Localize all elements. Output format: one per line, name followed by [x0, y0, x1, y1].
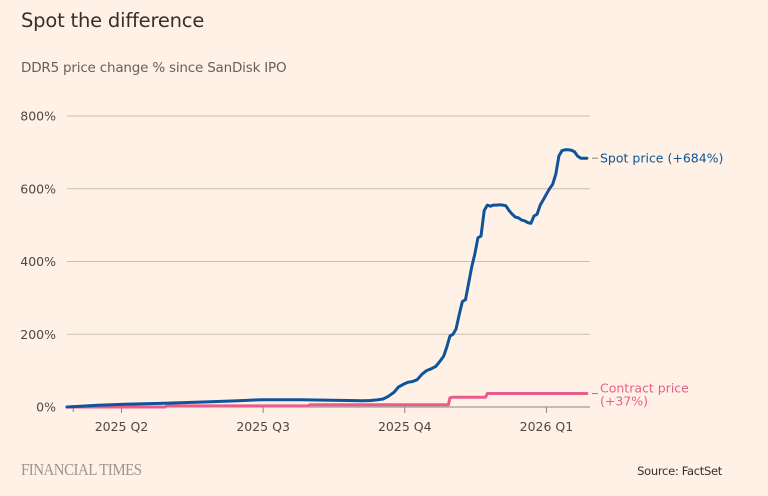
y-tick-label: 800% [20, 109, 56, 124]
gridlines [67, 115, 590, 408]
x-tick-label: 2026 Q1 [520, 419, 574, 434]
series-lines [65, 148, 589, 409]
financial-times-logo: FINANCIAL TIMES [21, 460, 142, 479]
contract-price-change-label: (+37%) [600, 394, 648, 409]
x-tick-label: 2025 Q4 [378, 419, 432, 434]
series-labels: Spot price (+684%) Contract price(+37%) [592, 151, 723, 409]
source-note: Source: FactSet [637, 464, 722, 478]
spot-price-label: Spot price (+684%) [600, 151, 723, 166]
y-tick-label: 200% [20, 327, 56, 342]
y-axis: 0% 200% 400% 600% 800% [20, 109, 56, 415]
chart-title: Spot the difference [21, 9, 205, 32]
contract-price-line [65, 392, 589, 409]
chart-subtitle: DDR5 price change % since SanDisk IPO [21, 60, 287, 76]
y-tick-label: 0% [36, 400, 56, 415]
contract-price-label: Contract price [600, 381, 689, 396]
spot-price-line [65, 148, 589, 409]
x-tick-label: 2025 Q3 [236, 419, 290, 434]
y-tick-label: 600% [20, 181, 56, 196]
y-tick-label: 400% [20, 254, 56, 269]
x-axis: 2025 Q2 2025 Q3 2025 Q4 2026 Q1 [72, 407, 574, 434]
x-tick-label: 2025 Q2 [95, 419, 149, 434]
